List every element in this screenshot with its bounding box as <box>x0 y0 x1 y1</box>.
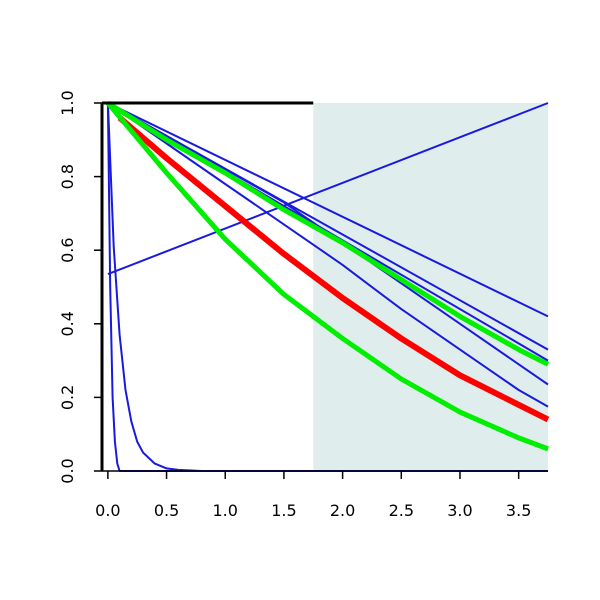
x-tick-label: 3.0 <box>447 501 472 520</box>
series-line-9 <box>106 100 550 367</box>
y-tick-label: 1.0 <box>58 90 77 115</box>
shaded-region <box>313 103 548 471</box>
x-tick-label: 1.5 <box>271 501 296 520</box>
y-tick-layer: 0.0 0.2 0.4 0.6 0.8 1.0 <box>58 90 102 484</box>
x-tick-label: 1.0 <box>213 501 238 520</box>
series-line-6 <box>107 102 549 276</box>
axis-layer <box>100 101 548 472</box>
series-line-10 <box>117 115 550 423</box>
x-tick-label: 0.5 <box>154 501 179 520</box>
series-layer <box>105 100 550 472</box>
y-tick-label: 0.6 <box>58 237 77 262</box>
x-tick-label: 2.0 <box>330 501 355 520</box>
y-tick-label: 0.8 <box>58 164 77 189</box>
x-tick-label: 0.0 <box>95 501 120 520</box>
y-tick-label: 0.0 <box>58 458 77 483</box>
series-line-5 <box>107 102 549 408</box>
x-tick-label: 2.5 <box>389 501 414 520</box>
x-tick-layer: 0.0 0.5 1.0 1.5 2.0 2.5 3.0 3.5 <box>95 471 531 520</box>
shaded-region-layer <box>313 103 548 471</box>
series-line-11 <box>105 101 549 452</box>
series-line-1 <box>107 102 549 318</box>
y-tick-label: 0.2 <box>58 385 77 410</box>
x-tick-label: 3.5 <box>506 501 531 520</box>
y-tick-label: 0.4 <box>58 311 77 336</box>
